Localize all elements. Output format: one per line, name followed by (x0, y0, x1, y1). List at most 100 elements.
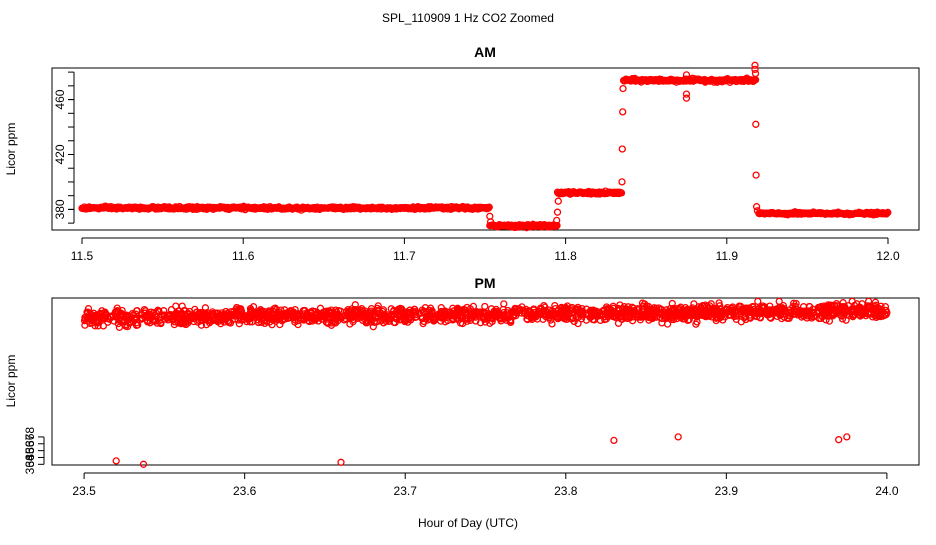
pm-data-point (876, 311, 885, 319)
pm-data-point (835, 436, 843, 444)
pm-data-point (271, 304, 279, 312)
pm-data-point (404, 315, 412, 323)
pm-data-point (835, 305, 843, 313)
pm-data-point (547, 309, 555, 318)
pm-data-point (690, 300, 698, 308)
pm-x-tick-label: 23.8 (554, 484, 578, 498)
pm-data-point (609, 304, 617, 312)
x-axis-label: Hour of Day (UTC) (418, 516, 518, 530)
pm-data-point (139, 460, 148, 468)
pm-data-point (209, 316, 217, 325)
pm-data-point (461, 315, 470, 323)
pm-data-point (640, 300, 649, 308)
pm-data-point (181, 307, 189, 315)
pm-data-point (195, 310, 203, 318)
pm-data-point (272, 317, 280, 325)
pm-data-point (323, 315, 332, 323)
pm-data-point (754, 297, 762, 306)
pm-data-point (309, 314, 317, 322)
pm-data-point (320, 308, 329, 316)
pm-data-point (351, 301, 359, 309)
pm-data-point (599, 306, 607, 315)
am-data-point (486, 218, 495, 226)
pm-data-point (85, 313, 93, 321)
pm-data-point (815, 308, 823, 316)
pm-data-point (631, 310, 640, 318)
pm-data-point (715, 299, 723, 307)
pm-data-point (468, 309, 476, 317)
pm-y-tick-label: 367 (23, 433, 37, 453)
am-x-axis: 11.5 11.6 11.7 11.8 11.9 12.0 (71, 237, 900, 263)
pm-data-point (399, 310, 407, 319)
pm-data-point (801, 307, 809, 316)
pm-data-point (843, 433, 851, 441)
pm-plot-frame (51, 297, 920, 466)
pm-data-point (786, 312, 794, 320)
pm-data-point (362, 309, 370, 317)
pm-data-point (137, 314, 145, 322)
pm-data-point (548, 320, 556, 328)
pm-data-point (525, 308, 534, 317)
pm-data-point (617, 313, 625, 321)
pm-data-point (379, 306, 388, 314)
pm-data-point (541, 306, 549, 315)
pm-data-point (237, 308, 246, 316)
pm-data-point (848, 297, 856, 306)
pm-y-tick-label: 368 (23, 427, 37, 447)
pm-data-point (412, 310, 420, 319)
pm-data-point (261, 316, 269, 324)
pm-data-point (618, 306, 627, 314)
pm-y-axis-label: Licor ppm (4, 355, 18, 408)
pm-data-point (93, 319, 102, 327)
pm-x-tick-label: 23.6 (233, 484, 257, 498)
pm-data-point (392, 314, 400, 323)
pm-data-point (328, 319, 336, 327)
pm-data-point (703, 302, 711, 311)
pm-data-point (601, 313, 609, 321)
pm-data-point (356, 306, 364, 314)
pm-data-point (686, 306, 694, 314)
am-y-tick-label: 380 (53, 199, 67, 219)
pm-data-point (622, 312, 630, 320)
pm-data-point (727, 311, 735, 319)
am-data-point (553, 221, 561, 230)
pm-data-point (511, 308, 519, 316)
pm-data-point (121, 317, 129, 325)
pm-data-point (456, 319, 465, 327)
pm-data-point (791, 302, 800, 310)
pm-data-point (776, 311, 784, 320)
pm-data-point (702, 313, 710, 321)
pm-data-point (346, 320, 354, 328)
pm-data-point (819, 306, 827, 315)
pm-data-point (99, 322, 108, 330)
am-data-point (682, 71, 691, 79)
pm-data-point (128, 309, 137, 318)
pm-data-point (115, 323, 124, 331)
am-data-point (751, 69, 760, 78)
pm-data-point (438, 307, 446, 316)
pm-data-point (650, 304, 658, 312)
pm-data-point (352, 311, 361, 319)
am-data-point (484, 204, 493, 212)
pm-data-point (178, 317, 187, 326)
pm-data-point (265, 309, 273, 317)
pm-data-point (557, 309, 565, 317)
pm-data-point (337, 458, 345, 466)
am-chart-title: AM (474, 44, 496, 60)
pm-x-tick-label: 23.5 (72, 484, 96, 498)
pm-x-tick-label: 23.9 (715, 484, 739, 498)
pm-data-point (369, 311, 378, 319)
pm-data-point (610, 436, 618, 445)
pm-data-point (540, 301, 548, 310)
pm-data-point (768, 306, 777, 314)
am-plot-frame (51, 67, 920, 231)
am-data-point (619, 108, 627, 116)
am-data-point (554, 197, 562, 205)
pm-data-point (363, 318, 371, 326)
pm-data-point (466, 305, 475, 313)
pm-data-point (625, 307, 634, 315)
pm-data-point (141, 309, 149, 317)
pm-data-point (348, 305, 356, 313)
pm-data-point (324, 319, 332, 327)
